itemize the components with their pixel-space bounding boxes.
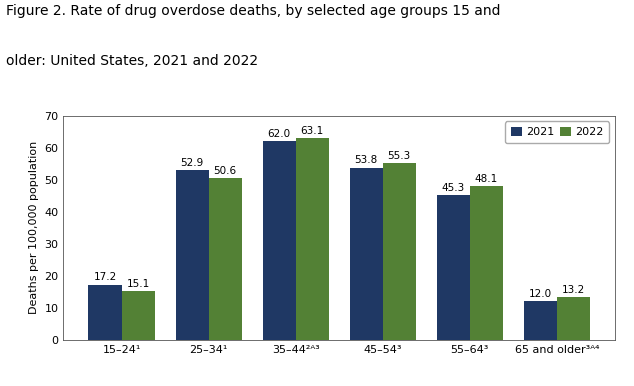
Text: 15.1: 15.1 (126, 279, 150, 289)
Bar (295, 138, 329, 340)
Text: 55.3: 55.3 (387, 151, 411, 161)
Bar (437, 195, 470, 340)
Text: 45.3: 45.3 (442, 183, 465, 193)
Text: 53.8: 53.8 (354, 156, 378, 165)
Bar (383, 163, 416, 340)
Bar (524, 301, 557, 340)
Text: Figure 2. Rate of drug overdose deaths, by selected age groups 15 and: Figure 2. Rate of drug overdose deaths, … (6, 4, 501, 18)
Text: 62.0: 62.0 (268, 129, 290, 139)
Text: 63.1: 63.1 (301, 125, 324, 135)
Text: 17.2: 17.2 (93, 273, 117, 283)
Bar (349, 168, 383, 340)
Text: 13.2: 13.2 (562, 285, 585, 295)
Text: 48.1: 48.1 (475, 174, 498, 184)
Text: older: United States, 2021 and 2022: older: United States, 2021 and 2022 (6, 54, 259, 68)
Text: 12.0: 12.0 (529, 289, 552, 299)
Text: 50.6: 50.6 (214, 166, 236, 176)
Bar (176, 171, 209, 340)
Legend: 2021, 2022: 2021, 2022 (505, 121, 609, 143)
Bar (122, 291, 155, 340)
Bar (557, 298, 590, 340)
Y-axis label: Deaths per 100,000 population: Deaths per 100,000 population (29, 141, 39, 314)
Bar (470, 186, 503, 340)
Bar (89, 284, 122, 340)
Text: 52.9: 52.9 (181, 158, 204, 168)
Bar (262, 141, 295, 340)
Bar (209, 178, 242, 340)
